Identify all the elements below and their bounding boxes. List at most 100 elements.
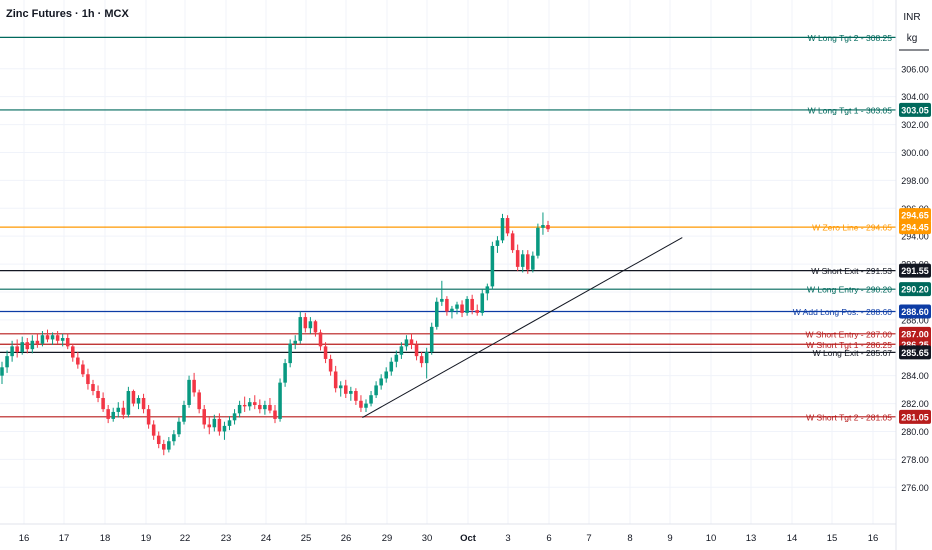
candle-body: [374, 385, 378, 396]
candle-body: [435, 301, 439, 327]
candle-body: [419, 356, 424, 364]
price-badge: [899, 409, 931, 424]
trendline[interactable]: [362, 237, 683, 418]
candle-body: [91, 384, 95, 392]
candle-body: [338, 385, 343, 389]
candle-body: [485, 286, 490, 294]
candle-body: [242, 404, 247, 407]
price-tick-label: 302.00: [901, 120, 929, 130]
time-tick-label: 18: [100, 533, 111, 544]
candle-body: [81, 364, 85, 375]
price-badge: [899, 345, 931, 360]
price-tick-label: 282.00: [901, 399, 929, 409]
candle-body: [126, 391, 131, 415]
candle-body: [364, 403, 368, 408]
candle-body: [541, 225, 545, 228]
time-tick-label: Oct: [460, 533, 477, 544]
time-tick-label: 10: [706, 533, 717, 544]
time-tick-label: 16: [868, 533, 879, 544]
price-tick-label: 298.00: [901, 176, 929, 186]
price-badge: [899, 263, 931, 278]
level-label: W Zero Line - 294.65: [812, 223, 892, 233]
candle-body: [35, 340, 40, 344]
candle-body: [141, 397, 146, 410]
candle-body: [268, 404, 272, 411]
level-label: W Long Tgt 2 - 308.25: [808, 33, 893, 43]
level-label: W Long Tgt 1 - 303.05: [808, 105, 893, 115]
candle-body: [429, 326, 434, 352]
candle-body: [162, 444, 166, 450]
unit-label[interactable]: kg: [907, 33, 918, 44]
candle-body: [520, 254, 525, 267]
candle-body: [318, 332, 323, 347]
time-tick-label: 23: [221, 533, 232, 544]
trendline-layer: [362, 237, 683, 418]
candle-body: [323, 346, 328, 359]
candle-body: [465, 298, 469, 313]
candle-body: [71, 346, 75, 358]
candle-body: [111, 411, 115, 419]
time-tick-label: 15: [827, 533, 838, 544]
candle-body: [445, 298, 449, 312]
candle-body: [76, 357, 80, 365]
price-tick-label: 300.00: [901, 148, 929, 158]
candle-body: [288, 343, 292, 364]
candle-body: [344, 385, 348, 394]
candle-body: [258, 404, 262, 410]
level-label: W Short Exit - 291.53: [811, 266, 892, 276]
price-badge-text: 291.55: [901, 266, 929, 276]
candle-body: [424, 351, 429, 364]
candle-body: [227, 420, 232, 426]
candle-body: [237, 404, 242, 414]
candle-body: [495, 240, 500, 246]
candle-body: [106, 409, 110, 419]
candle-body: [146, 409, 151, 425]
level-lines-layer: [0, 36, 896, 418]
candle-body: [25, 342, 30, 350]
level-label: W Long Entry - 290.20: [807, 285, 892, 295]
candle-body: [313, 321, 318, 333]
candle-body: [333, 371, 338, 389]
price-badge-text: 288.60: [901, 307, 929, 317]
candles-layer: [0, 212, 550, 456]
time-tick-label: 16: [19, 533, 30, 544]
candle-body: [384, 371, 388, 379]
candle-body: [526, 254, 530, 270]
candle-body: [470, 298, 474, 311]
candle-body: [202, 409, 206, 425]
price-tick-label: 304.00: [901, 92, 929, 102]
candle-body: [131, 391, 136, 404]
candle-body: [389, 361, 394, 372]
candle-body: [207, 424, 212, 428]
time-tick-label: 19: [141, 533, 152, 544]
time-tick-label: 7: [586, 533, 591, 544]
candle-body: [414, 344, 419, 357]
candle-body: [531, 255, 535, 270]
candle-body: [50, 335, 55, 340]
candle-body: [404, 339, 409, 347]
currency-label[interactable]: INR: [903, 12, 920, 23]
candle-body: [65, 338, 70, 347]
candle-body: [136, 397, 141, 404]
price-tick-label: 306.00: [901, 64, 929, 74]
candle-body: [515, 250, 520, 267]
candle-body: [394, 354, 399, 362]
chart-title: Zinc Futures · 1h · MCX: [6, 8, 129, 20]
candle-body: [298, 317, 303, 341]
time-tick-label: 8: [627, 533, 632, 544]
candle-body: [273, 410, 277, 419]
grid-layer: [0, 0, 896, 524]
candle-body: [60, 338, 65, 341]
price-axis[interactable]: INR kg 276.00 278.00 280.00 282.00 284.00 286…: [895, 0, 932, 550]
time-tick-label: 9: [667, 533, 672, 544]
candle-body: [217, 418, 222, 432]
candle-body: [379, 378, 383, 386]
candle-body: [177, 421, 181, 435]
candle-body: [278, 382, 282, 419]
level-label: W Add Long Pos. - 288.60: [793, 307, 893, 317]
price-tick-label: 284.00: [901, 371, 929, 381]
level-label: W Short Tgt 1 - 286.25: [806, 340, 892, 350]
time-axis[interactable]: 16 17 18 19 22 23 24 25 26 29 30 Oct 3 6 7 8 9 10 13 14 15 16: [0, 523, 896, 544]
time-tick-label: 30: [422, 533, 433, 544]
